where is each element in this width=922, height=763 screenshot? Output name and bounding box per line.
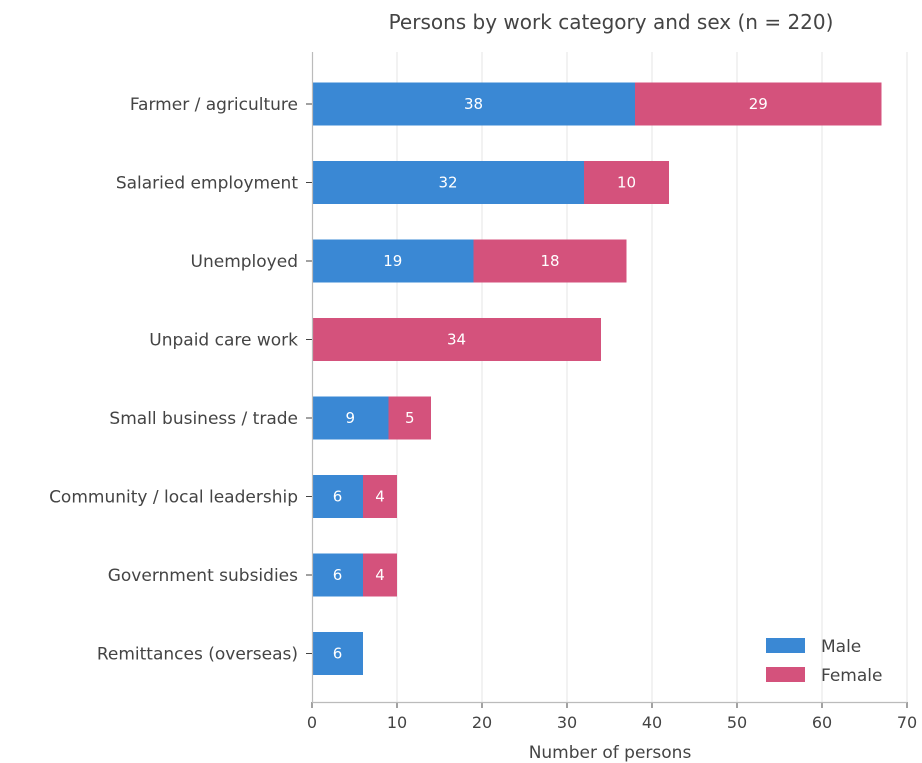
y-category-label: Government subsidies — [108, 566, 298, 586]
bar-female — [584, 161, 669, 204]
x-tick-label: 20 — [472, 713, 492, 732]
y-category-label: Farmer / agriculture — [130, 95, 298, 115]
bar-male — [312, 632, 363, 675]
bar-value-label: 9 — [345, 409, 355, 427]
bar-value-label: 6 — [333, 645, 343, 663]
y-category-label: Community / local leadership — [49, 488, 298, 508]
bar-value-label: 6 — [333, 488, 343, 506]
x-axis-ticks: 0 10 20 30 40 50 60 70 — [307, 702, 917, 732]
bar-value-label: 32 — [438, 174, 457, 192]
legend-swatch-male — [766, 638, 805, 653]
bar-value-label: 29 — [749, 95, 768, 113]
legend-swatch-female — [766, 667, 805, 682]
bar-value-label: 38 — [464, 95, 483, 113]
y-category-label: Unpaid care work — [149, 331, 298, 351]
bar-value-label: 5 — [405, 409, 415, 427]
bar-value-label: 10 — [617, 174, 636, 192]
bar-female — [473, 239, 627, 283]
bar-male — [312, 396, 389, 440]
x-tick-label: 30 — [557, 713, 577, 732]
x-tick-label: 10 — [387, 713, 407, 732]
bar-value-label: 4 — [375, 566, 385, 584]
y-axis-categories: Farmer / agriculture Salaried employment U… — [49, 95, 312, 665]
bar-male — [312, 553, 363, 597]
bars — [312, 82, 882, 675]
y-category-label: Unemployed — [191, 252, 298, 272]
bar-female — [388, 396, 431, 440]
x-tick-label: 0 — [307, 713, 317, 732]
bar-value-label: 4 — [375, 488, 385, 506]
grid-lines — [396, 52, 908, 702]
x-tick-label: 50 — [727, 713, 747, 732]
bar-value-label: 18 — [540, 252, 559, 270]
bar-value-labels: 38 29 32 10 19 18 34 9 5 6 4 6 4 6 — [333, 95, 768, 663]
bar-value-label: 34 — [447, 331, 466, 349]
x-tick-label: 40 — [642, 713, 662, 732]
y-category-label: Remittances (overseas) — [97, 645, 298, 665]
bar-value-label: 6 — [333, 566, 343, 584]
y-category-label: Small business / trade — [109, 409, 298, 429]
bar-male — [312, 475, 363, 518]
bar-female — [312, 318, 601, 361]
bar-female — [363, 475, 397, 518]
legend: Male Female — [766, 637, 882, 686]
x-axis-title: Number of persons — [529, 743, 692, 763]
chart-title: Persons by work category and sex (n = 22… — [389, 10, 834, 34]
bar-male — [312, 239, 474, 283]
legend-label-male: Male — [821, 637, 861, 657]
y-category-label: Salaried employment — [116, 174, 299, 194]
bar-female — [635, 82, 882, 126]
x-tick-label: 70 — [897, 713, 917, 732]
bar-male — [312, 82, 635, 126]
bar-male — [312, 161, 584, 204]
x-tick-label: 60 — [812, 713, 832, 732]
bar-value-label: 19 — [383, 252, 402, 270]
bar-female — [363, 553, 397, 597]
legend-label-female: Female — [821, 666, 882, 686]
